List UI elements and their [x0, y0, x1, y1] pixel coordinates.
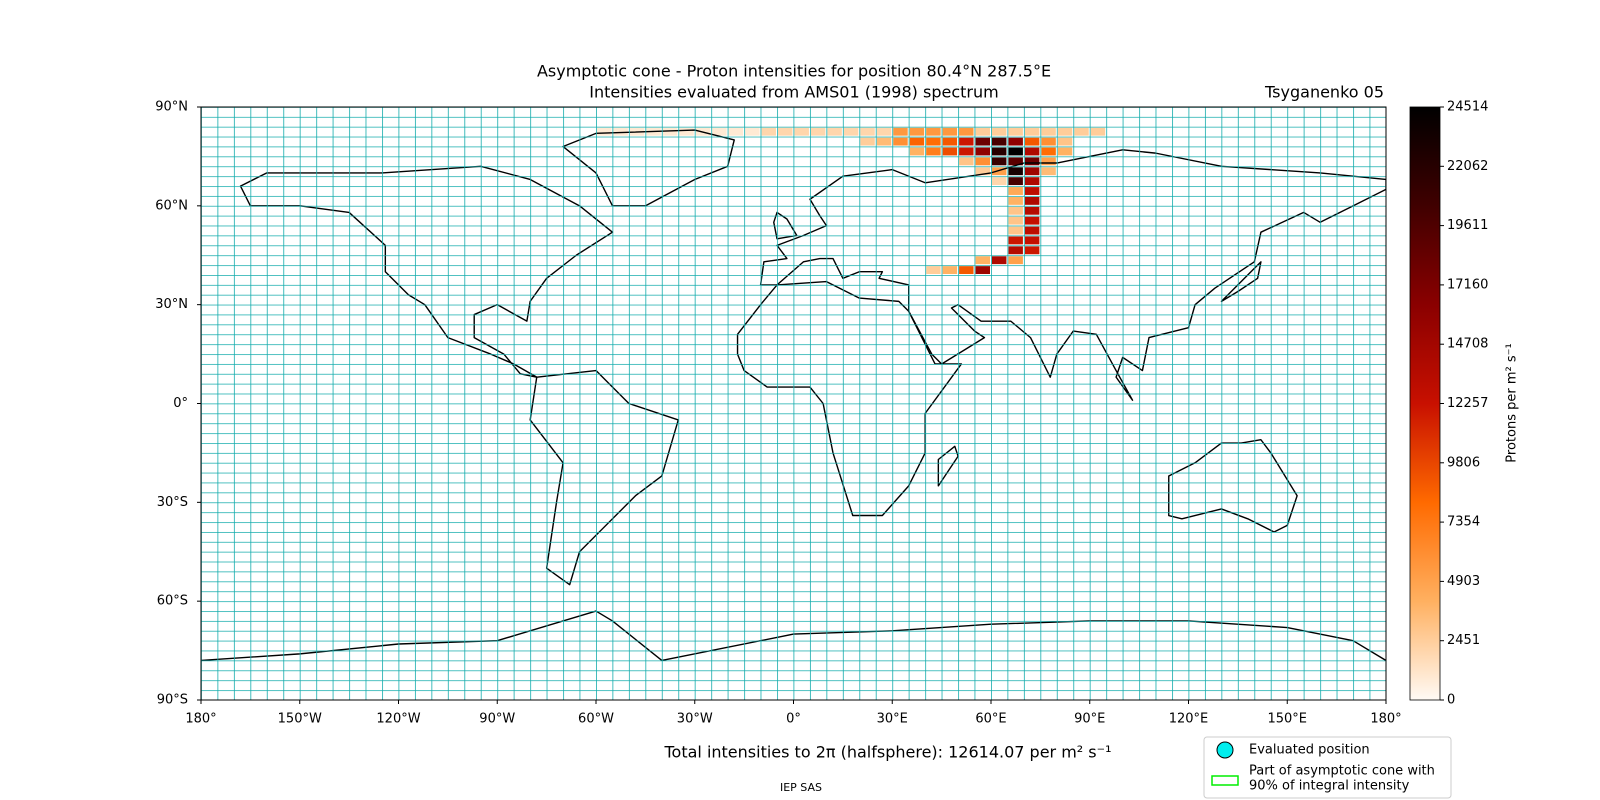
- x-tick-label: 90°W: [479, 712, 515, 727]
- colorbar-tick-label: 12257: [1447, 396, 1488, 411]
- legend-box: [1203, 736, 1452, 799]
- colorbar-tick-label: 22062: [1447, 159, 1488, 174]
- credit: IEP SAS: [780, 781, 822, 794]
- subtitle: Intensities evaluated from AMS01 (1998) …: [589, 83, 998, 102]
- y-tick-label: 30°S: [157, 495, 188, 510]
- model-label: Tsyganenko 05: [1264, 83, 1384, 102]
- x-tick-label: 60°W: [578, 712, 614, 727]
- colorbar-tick-label: 19611: [1447, 218, 1488, 233]
- total-intensity: Total intensities to 2π (halfsphere): 12…: [663, 743, 1111, 762]
- colorbar-tick-label: 0: [1447, 693, 1455, 708]
- x-tick-label: 60°E: [975, 712, 1006, 727]
- legend-label: 90% of integral intensity: [1249, 779, 1410, 794]
- x-tick-label: 180°: [1370, 712, 1401, 727]
- x-tick-label: 150°W: [278, 712, 322, 727]
- y-tick-label: 90°S: [157, 693, 188, 708]
- legend-label: Evaluated position: [1249, 743, 1370, 758]
- legend-label: Part of asymptotic cone with: [1249, 764, 1435, 779]
- y-tick-label: 60°S: [157, 594, 188, 609]
- title: Asymptotic cone - Proton intensities for…: [537, 62, 1051, 81]
- colorbar-tick-label: 2451: [1447, 633, 1480, 648]
- y-tick-label: 90°N: [155, 100, 188, 115]
- x-tick-label: 180°: [185, 712, 216, 727]
- x-tick-label: 120°E: [1169, 712, 1209, 727]
- legend-marker: [1211, 775, 1239, 786]
- x-tick-label: 120°W: [376, 712, 420, 727]
- legend: Evaluated position Part of asymptotic con…: [1211, 741, 1435, 794]
- y-tick-label: 0°: [173, 396, 188, 411]
- colorbar-tick-label: 4903: [1447, 574, 1480, 589]
- colorbar-tick-label: 7354: [1447, 515, 1480, 530]
- y-tick-label: 60°N: [155, 198, 188, 213]
- x-tick-label: 90°E: [1074, 712, 1105, 727]
- colorbar-tick-label: 14708: [1447, 337, 1488, 352]
- y-tick-label: 30°N: [155, 297, 188, 312]
- x-tick-label: 0°: [786, 712, 801, 727]
- colorbar-tick-label: 17160: [1447, 277, 1488, 292]
- x-tick-label: 150°E: [1267, 712, 1307, 727]
- cell-grid: [201, 107, 1386, 700]
- x-tick-label: 30°W: [677, 712, 713, 727]
- colorbar-tick-label: 24514: [1447, 100, 1488, 115]
- legend-marker: [1216, 741, 1234, 759]
- colorbar-label: Protons per m² s⁻¹: [1505, 343, 1520, 462]
- colorbar-tick-label: 9806: [1447, 455, 1480, 470]
- x-tick-label: 30°E: [877, 712, 908, 727]
- colorbar: [1409, 106, 1441, 701]
